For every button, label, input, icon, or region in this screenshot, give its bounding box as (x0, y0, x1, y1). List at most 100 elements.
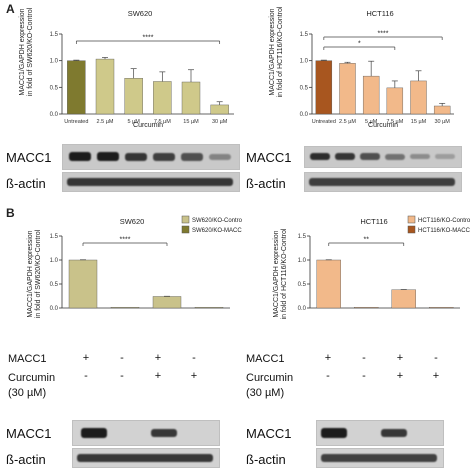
x-tick-label: Untreated (64, 119, 88, 125)
y-tick-label: 0.0 (298, 306, 307, 312)
blot-band (151, 429, 177, 437)
blot-band (335, 153, 355, 160)
bar (391, 289, 416, 309)
bar (68, 259, 98, 309)
chart-title: SW620 (128, 9, 153, 18)
y-tick-label: 0.5 (50, 282, 59, 288)
bar (152, 296, 182, 309)
legend-swatch (181, 225, 190, 234)
blot-b-left-actin (72, 448, 220, 468)
blot-a-left-actin-label: ß-actin (6, 176, 46, 191)
cond-right-curcumin-label: Curcumin (246, 372, 294, 384)
x-tick-label: 30 µM (434, 119, 450, 125)
y-tick-label: 0.5 (300, 85, 309, 91)
cond-right-macc1-3: + (396, 352, 404, 364)
significance-label: **** (378, 31, 389, 38)
bar (153, 81, 172, 115)
bar (386, 87, 404, 115)
significance-bracket: **** (323, 31, 443, 40)
chart-title: HCT116 (360, 217, 387, 226)
y-tick-label: 1.5 (300, 32, 309, 38)
blot-band (69, 152, 91, 161)
chart-b-right: HCT116 0.0 0.5 1.0 1.5 ** HCT116/KO-Control HCT… (298, 215, 470, 312)
blot-band (310, 153, 330, 160)
blot-a-left-macc1-label: MACC1 (6, 150, 52, 165)
legend-label: SW620/KO-Control (192, 218, 242, 224)
blot-b-right-actin (316, 448, 444, 468)
blot-band (410, 154, 430, 159)
blot-b-left-actin-label: ß-actin (6, 452, 46, 467)
blot-b-right-macc1-label: MACC1 (246, 426, 292, 441)
cond-right-macc1-1: + (324, 352, 332, 364)
y-tick-label: 1.5 (50, 234, 59, 240)
blot-band (77, 454, 213, 462)
bar (210, 104, 229, 115)
blot-band (153, 153, 175, 161)
chart-b-left: SW620 0.0 0.5 1.0 1.5 **** SW620/KO-Control SW6… (50, 215, 242, 312)
y-tick-label: 0.5 (50, 85, 59, 91)
blot-band (209, 154, 231, 160)
cond-right-curcumin-3: + (396, 370, 404, 382)
significance-bracket: * (323, 41, 396, 50)
panel-b-label: B (6, 206, 15, 220)
x-tick-label: 7.5 µM (386, 119, 403, 125)
legend-swatch (407, 215, 416, 224)
significance-label: **** (120, 237, 131, 244)
x-tick-label: 5 µM (127, 119, 140, 125)
cond-right-macc1-2: - (362, 352, 366, 364)
chart-a-left-ylabel: MACC1/GAPDH expression in fold of SW620/K… (19, 7, 34, 97)
chart-a-right-ylabel: MACC1/GAPDH expression in fold of HCT116/… (269, 6, 284, 98)
cond-left-macc1-2: - (120, 352, 124, 364)
chart-b-left-ylabel: MACC1/GAPDH expression in fold of SW620/K… (27, 229, 42, 319)
blot-b-left-macc1-label: MACC1 (6, 426, 52, 441)
y-tick-label: 1.0 (298, 258, 307, 264)
y-tick-label: 0.0 (50, 112, 59, 118)
chart-a-right: HCT116 0.0 0.5 1.0 1.5 Untreated 2.5 µM 5 µM 7.5… (300, 9, 454, 129)
y-tick-label: 1.5 (298, 234, 307, 240)
blot-band (81, 428, 107, 438)
bar (339, 63, 356, 115)
blot-a-right-macc1 (304, 146, 462, 168)
cond-right-macc1-4: - (434, 352, 438, 364)
blot-a-right-macc1-label: MACC1 (246, 150, 292, 165)
blot-band (181, 153, 203, 161)
y-tick-label: 1.0 (50, 258, 59, 264)
y-tick-label: 1.0 (50, 59, 59, 65)
bar (316, 259, 341, 309)
legend-swatch (181, 215, 190, 224)
y-tick-label: 0.5 (298, 282, 307, 288)
x-tick-label: 2.5 µM (97, 119, 114, 125)
cond-right-macc1-label: MACC1 (246, 353, 285, 365)
bar (67, 60, 86, 115)
y-tick-label: 0.0 (300, 112, 309, 118)
bar (110, 306, 140, 309)
bar (95, 58, 115, 115)
cond-left-curcumin-label: Curcumin (8, 372, 56, 384)
x-tick-label: 30 µM (212, 119, 228, 125)
legend-label: HCT116/KO-Control (418, 218, 470, 224)
cond-right-curcumin-1: - (326, 370, 330, 382)
x-tick-label: 15 µM (183, 119, 199, 125)
panel-a-label: A (6, 2, 15, 16)
legend-label: SW620/KO-MACC1 (192, 228, 242, 234)
x-axis-label: Curcumin (368, 122, 398, 129)
blot-band (360, 153, 380, 160)
x-axis-label: Curcumin (133, 122, 163, 129)
chart-title: SW620 (120, 217, 145, 226)
cond-left-macc1-label: MACC1 (8, 353, 47, 365)
cond-left-curcumin-1: - (84, 370, 88, 382)
significance-label: **** (143, 35, 154, 42)
blot-b-right-actin-label: ß-actin (246, 452, 286, 467)
x-tick-label: Untreated (312, 119, 336, 125)
blot-band (435, 154, 455, 159)
chart-b-right-ylabel: MACC1/GAPDH expression in fold of HCT116/… (273, 228, 288, 320)
blot-a-right-actin-label: ß-actin (246, 176, 286, 191)
bar (181, 81, 201, 115)
cond-right-concentration-label: (30 µM) (246, 387, 285, 399)
cond-left-curcumin-2: - (120, 370, 124, 382)
bar (362, 75, 380, 115)
x-tick-label: 5 µM (365, 119, 378, 125)
blot-a-right-actin (304, 172, 462, 192)
blot-band (321, 428, 347, 438)
cond-left-macc1-4: - (192, 352, 196, 364)
